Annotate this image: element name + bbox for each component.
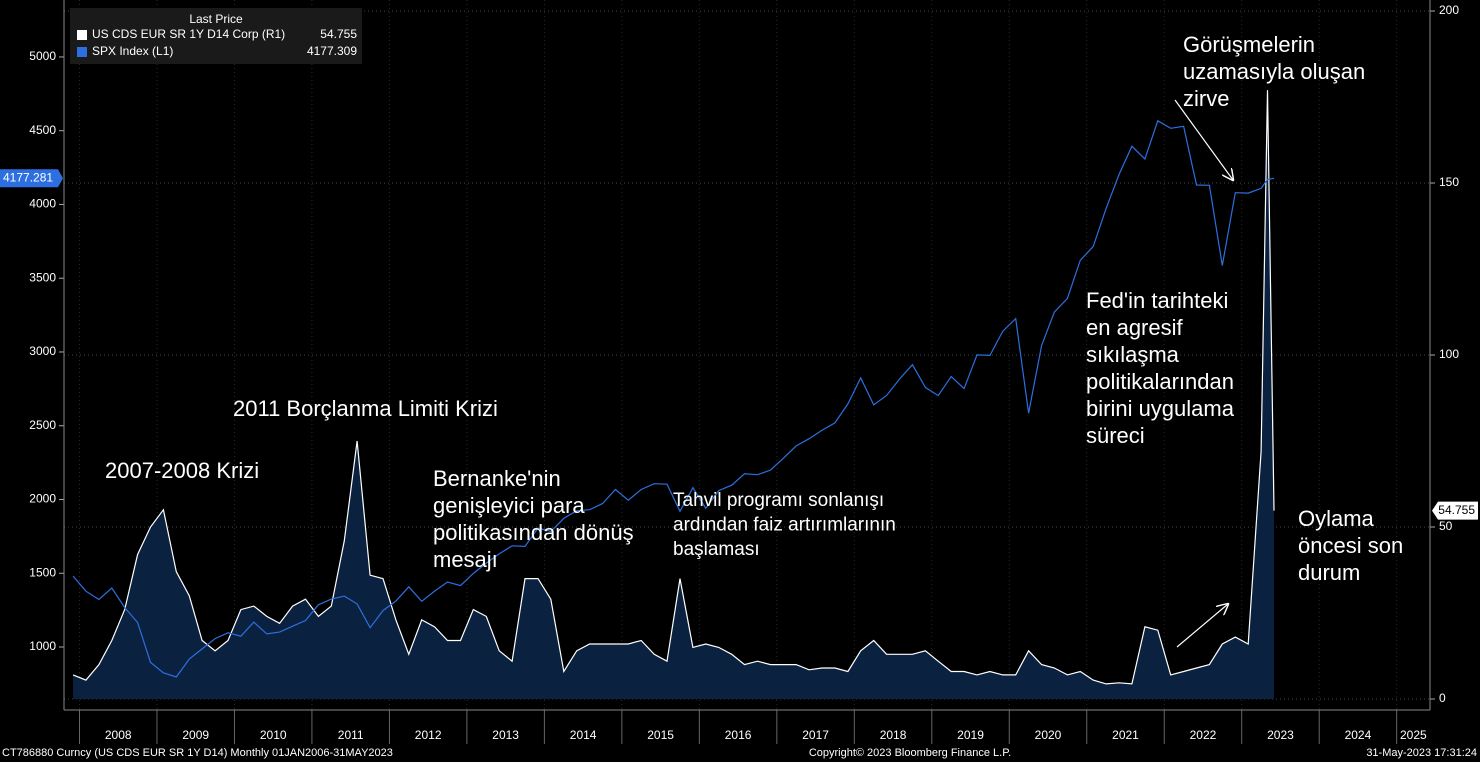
line — [72, 119, 1275, 678]
legend-label: SPX Index (L1) — [92, 44, 173, 58]
y-tick-label: 3000 — [29, 344, 56, 358]
annotation: süreci — [1086, 423, 1145, 448]
annotation: mesajı — [433, 547, 498, 572]
legend: Last Price US CDS EUR SR 1Y D14 Corp (R1… — [70, 8, 362, 64]
y-tick-label: 4500 — [29, 123, 56, 137]
x-tick-label: 2017 — [802, 728, 829, 742]
x-tick-label: 2016 — [725, 728, 752, 742]
y-tick-label: 5000 — [29, 49, 56, 63]
annotation: birini uygulama — [1086, 396, 1235, 421]
footer-right: 31-May-2023 17:31:24 — [1366, 747, 1477, 759]
annotation: 2007-2008 Krizi — [105, 458, 259, 483]
annotation: öncesi son — [1298, 533, 1403, 558]
y-tick-label: 2500 — [29, 418, 56, 432]
legend-title: Last Price — [189, 12, 243, 26]
x-tick-label: 2019 — [957, 728, 984, 742]
x-tick-label: 2018 — [880, 728, 907, 742]
annotation: 2011 Borçlanma Limiti Krizi — [233, 396, 498, 421]
x-tick-label: 2025 — [1400, 728, 1427, 742]
arrow — [1174, 99, 1233, 180]
y2-tick-label: 200 — [1439, 3, 1459, 17]
x-tick-label: 2023 — [1267, 728, 1294, 742]
legend-value: 4177.309 — [307, 44, 357, 58]
x-tick-label: 2022 — [1190, 728, 1217, 742]
x-tick-label: 2015 — [647, 728, 674, 742]
footer-center: Copyright© 2023 Bloomberg Finance L.P. — [809, 747, 1011, 759]
annotation: politikalarından — [1086, 369, 1234, 394]
y-tick-label: 4000 — [29, 197, 56, 211]
annotation: zirve — [1183, 86, 1229, 111]
annotation: Fed'in tarihteki — [1086, 288, 1228, 313]
y2-tick-label: 150 — [1439, 175, 1459, 189]
x-tick-label: 2014 — [570, 728, 597, 742]
y-tick-label: 2000 — [29, 492, 56, 506]
y-tick-label: 1000 — [29, 639, 56, 653]
legend-label: US CDS EUR SR 1Y D14 Corp (R1) — [92, 27, 285, 41]
annotation: Tahvil programı sonlanışı — [673, 490, 884, 511]
x-tick-label: 2020 — [1035, 728, 1062, 742]
annotation: Görüşmelerin — [1183, 32, 1315, 57]
annotations: 2007-2008 Krizi 2011 Borçlanma Limiti Kri… — [105, 32, 1403, 585]
axis-tag-label: 54.755 — [1438, 503, 1475, 517]
x-tick-label: 2008 — [105, 728, 132, 742]
y2-tick-label: 50 — [1439, 519, 1453, 533]
x-tick-label: 2011 — [338, 728, 364, 742]
arrow — [1176, 604, 1228, 648]
x-tick-label: 2024 — [1345, 728, 1372, 742]
y2-tick-label: 100 — [1439, 347, 1459, 361]
x-tick-label: 2021 — [1112, 728, 1139, 742]
annotation: durum — [1298, 560, 1360, 585]
y-tick-label: 1500 — [29, 565, 56, 579]
annotation: genişleyici para — [433, 493, 585, 518]
area — [73, 90, 1275, 699]
axis-tag — [1432, 501, 1478, 520]
legend-swatch — [77, 30, 87, 40]
line — [72, 90, 1275, 685]
x-tick-label: 2010 — [260, 728, 287, 742]
legend-box — [70, 8, 362, 64]
y2-tick-label: 0 — [1439, 691, 1446, 705]
annotation: Bernanke'nin — [433, 466, 561, 491]
axis-tag-label: 4177.281 — [3, 170, 53, 184]
legend-value: 54.755 — [320, 27, 357, 41]
x-tick-label: 2009 — [182, 728, 209, 742]
grid: 1000 1500 2000 2500 3000 3500 4000 4500 5000 0 50 1… — [29, 0, 1459, 744]
annotation: uzamasıyla oluşan — [1183, 59, 1365, 84]
x-tick-label: 2013 — [492, 728, 519, 742]
annotation: ardından faiz artırımlarının — [673, 515, 896, 536]
annotation: başlaması — [673, 539, 760, 560]
annotation: sıkılaşma — [1086, 342, 1180, 367]
legend-swatch — [77, 47, 87, 57]
annotation: politikasından dönüş — [433, 520, 634, 545]
axis-tag — [0, 169, 63, 188]
x-tick-label: 2012 — [415, 728, 442, 742]
annotation: Oylama — [1298, 506, 1375, 531]
y-tick-label: 3500 — [29, 270, 56, 284]
annotation: en agresif — [1086, 315, 1184, 340]
marks — [72, 90, 1275, 699]
footer-left: CT786880 Curncy (US CDS EUR SR 1Y D14) M… — [2, 747, 393, 759]
